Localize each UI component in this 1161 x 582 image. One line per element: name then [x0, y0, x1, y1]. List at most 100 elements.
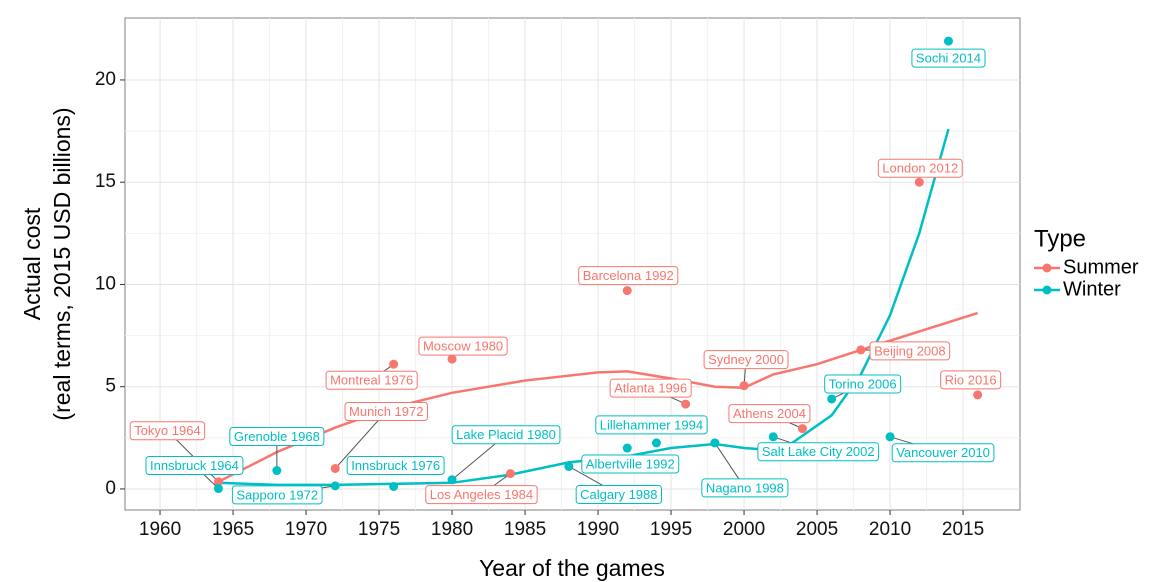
point-label: Munich 1972 [344, 401, 428, 421]
x-tick-label: 2010 [869, 519, 911, 540]
point-label: London 2012 [877, 158, 963, 178]
label-text: Barcelona 1992 [583, 268, 674, 283]
point [272, 466, 282, 476]
point-label: Athens 2004 [728, 404, 811, 424]
x-tick-label: 1995 [650, 519, 692, 540]
label-text: Lillehammer 1994 [600, 417, 703, 432]
point [651, 438, 661, 448]
label-text: Athens 2004 [733, 406, 806, 421]
label-box [701, 478, 789, 498]
label-box [425, 485, 538, 505]
label-box [229, 427, 325, 447]
point-label: Calgary 1988 [575, 484, 663, 504]
label-box [824, 374, 902, 394]
label-box [129, 421, 206, 441]
label-text: Rio 2016 [945, 372, 997, 387]
label-text: Grenoble 1968 [234, 429, 320, 444]
legend-key-point [1042, 263, 1052, 273]
x-tick-label: 1965 [212, 519, 254, 540]
label-box [581, 454, 680, 474]
point [213, 477, 223, 487]
point-label: Los Angeles 1984 [425, 485, 538, 505]
x-tick-label: 2000 [723, 519, 765, 540]
point-label: Atlanta 1996 [609, 378, 692, 398]
y-tick-label: 5 [105, 376, 116, 397]
point [213, 484, 223, 494]
x-tick-label: 2015 [942, 519, 984, 540]
label-text: Moscow 1980 [423, 339, 503, 354]
x-tick-label: 1975 [358, 519, 400, 540]
label-box [231, 485, 323, 505]
point-label: Sochi 2014 [911, 48, 986, 68]
label-box [891, 443, 995, 463]
point-label: Albertville 1992 [581, 454, 680, 474]
point [739, 381, 749, 391]
point-label: Sydney 2000 [703, 350, 789, 370]
point-label: Torino 2006 [824, 374, 902, 394]
point-label: Moscow 1980 [418, 336, 508, 356]
label-text: Sapporo 1972 [236, 487, 318, 502]
label-text: Atlanta 1996 [614, 381, 687, 396]
point [681, 399, 691, 409]
point-label: Lake Placid 1980 [451, 425, 561, 445]
label-text: Beijing 2008 [874, 343, 946, 358]
label-box [911, 48, 986, 68]
label-box [595, 415, 708, 435]
label-box [703, 350, 789, 370]
label-text: Tokyo 1964 [134, 423, 201, 438]
x-tick-label: 1960 [139, 519, 181, 540]
point [710, 438, 720, 448]
x-axis-title: Year of the games [479, 555, 665, 581]
label-box [418, 336, 508, 356]
point-label: Innsbruck 1976 [346, 455, 445, 475]
point-label: Innsbruck 1964 [145, 456, 244, 476]
label-box [940, 370, 1002, 390]
label-text: Sochi 2014 [916, 51, 981, 66]
x-tick-label: 1970 [285, 519, 327, 540]
legend-key-point [1042, 285, 1052, 295]
point [827, 394, 837, 404]
point-label: Nagano 1998 [701, 478, 789, 498]
label-text: Munich 1972 [349, 404, 423, 419]
label-text: Albertville 1992 [586, 456, 675, 471]
point [622, 443, 632, 453]
label-text: Sydney 2000 [708, 352, 784, 367]
point-label: Tokyo 1964 [129, 421, 206, 441]
legend-label: Summer [1063, 256, 1139, 278]
point [856, 345, 866, 355]
y-tick-label: 15 [95, 171, 116, 192]
label-box [578, 266, 679, 286]
x-tick-label: 1990 [577, 519, 619, 540]
label-box [609, 378, 692, 398]
label-box [451, 425, 561, 445]
label-text: Montreal 1976 [330, 373, 413, 388]
label-box [145, 456, 244, 476]
label-text: Innsbruck 1964 [150, 458, 239, 473]
y-axis-title: (real terms, 2015 USD billions) [49, 107, 75, 420]
label-box [346, 455, 445, 475]
point-label: Rio 2016 [940, 370, 1002, 390]
label-text: Lake Placid 1980 [456, 427, 556, 442]
x-tick-label: 1980 [431, 519, 473, 540]
point-label: Montreal 1976 [325, 370, 418, 390]
y-tick-label: 0 [105, 478, 116, 499]
point [885, 432, 895, 442]
label-text: Los Angeles 1984 [430, 487, 533, 502]
point [943, 36, 953, 46]
point [389, 481, 399, 491]
label-box [344, 401, 428, 421]
point [330, 463, 340, 473]
point [447, 354, 457, 364]
point [564, 461, 574, 471]
point [505, 469, 515, 479]
point [389, 359, 399, 369]
point [797, 424, 807, 434]
x-tick-label: 2005 [796, 519, 838, 540]
label-box [757, 442, 880, 462]
label-text: London 2012 [882, 161, 958, 176]
point-label: Vancouver 2010 [891, 443, 995, 463]
label-text: Salt Lake City 2002 [762, 444, 875, 459]
label-text: Calgary 1988 [580, 487, 657, 502]
point-label: Lillehammer 1994 [595, 415, 708, 435]
